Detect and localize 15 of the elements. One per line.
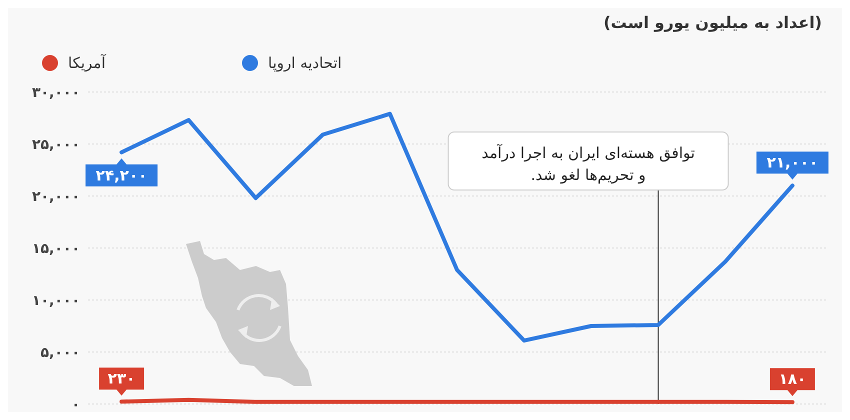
legend-label: آمریکا [68, 53, 106, 72]
legend-label: اتحادیه اروپا [268, 54, 342, 72]
y-tick-label: ۲۰,۰۰۰ [32, 189, 80, 205]
data-label: ۲۳۰ [108, 370, 136, 388]
data-label: ۲۴,۲۰۰ [96, 166, 148, 184]
chart-subtitle: (اعداد به میلیون یورو است) [603, 13, 822, 32]
y-tick-label: ۲۵,۰۰۰ [32, 137, 80, 153]
y-tick-label: ۵,۰۰۰ [40, 345, 80, 361]
annotation: توافق هسته‌ای ایران به اجرا درآمد و تحریم‌ها لغو شد. [482, 143, 695, 184]
y-tick-label: ۱۰,۰۰۰ [32, 293, 80, 309]
data-label: ۱۸۰ [778, 370, 806, 388]
y-tick-label: ۰ [71, 397, 80, 413]
data-label: ۲۱,۰۰۰ [766, 154, 818, 172]
y-tick-label: ۱۵,۰۰۰ [32, 241, 80, 257]
y-tick-label: ۳۰,۰۰۰ [32, 85, 80, 101]
